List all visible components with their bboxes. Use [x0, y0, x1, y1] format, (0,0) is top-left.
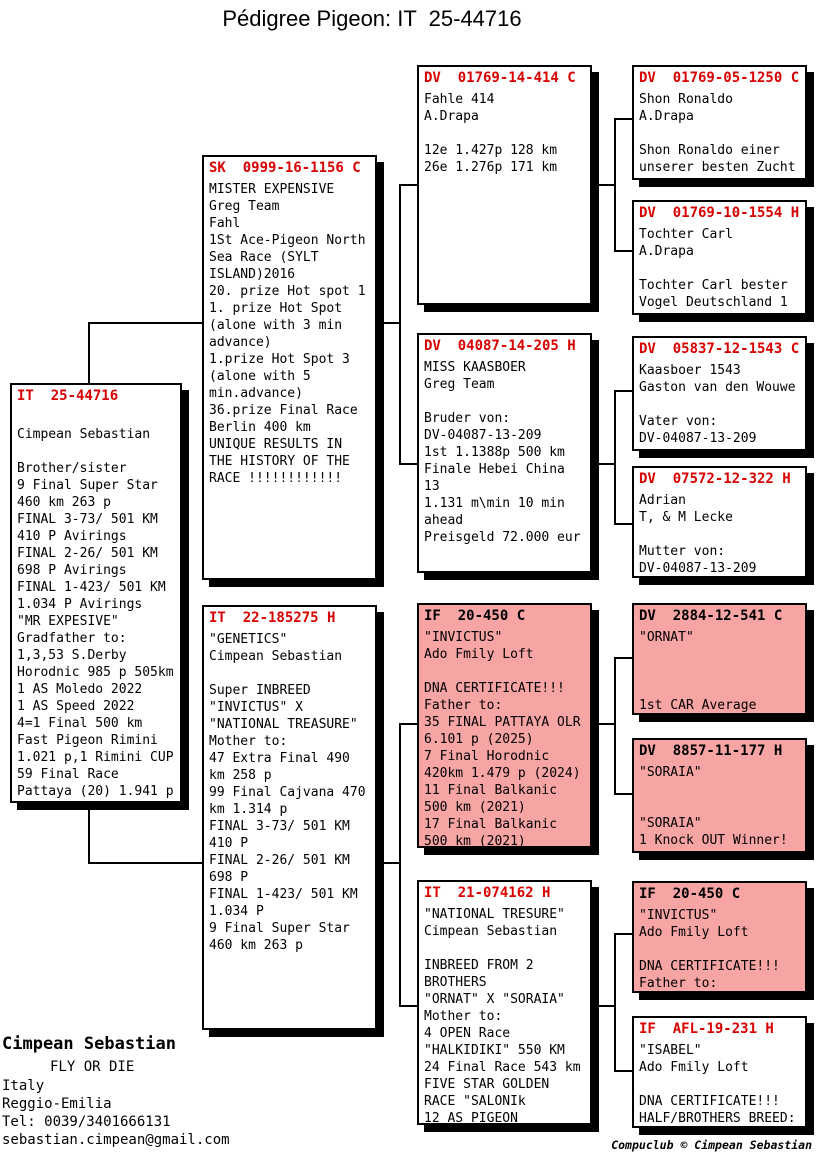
connector-line — [399, 463, 417, 465]
pedigree-box-dam-sire-sire: DV 2884-12-541 C "ORNAT" 1st CAR Average — [632, 603, 807, 715]
pigeon-details: Tochter Carl A.Drapa Tochter Carl bester… — [639, 227, 788, 310]
ring-number: IF AFL-19-231 H — [639, 1021, 774, 1037]
connector-line — [614, 390, 632, 392]
pedigree-box-sire-dam-sire: DV 05837-12-1543 C Kaasboer 1543 Gaston … — [632, 336, 807, 451]
connector-line — [592, 723, 615, 725]
connector-line — [614, 250, 632, 252]
pigeon-details: "ISABEL" Ado Fmily Loft DNA CERTIFICATE!… — [639, 1043, 796, 1126]
software-credit: Compuclub © Cimpean Sebastian — [611, 1138, 812, 1152]
connector-line — [614, 933, 632, 935]
owner-block: Cimpean Sebastian FLY OR DIE Italy Reggi… — [2, 1034, 230, 1149]
pedigree-box-subject: IT 25-44716 Cimpean Sebastian Brother/si… — [10, 383, 182, 803]
owner-email: sebastian.cimpean@gmail.com — [2, 1132, 230, 1148]
ring-number: IT 25-44716 — [17, 388, 119, 404]
ring-number: IF 20-450 C — [424, 608, 526, 624]
connector-line — [377, 322, 400, 324]
connector-line — [614, 118, 632, 120]
pigeon-details: Cimpean Sebastian Brother/sister 9 Final… — [17, 427, 174, 799]
connector-line — [592, 1005, 615, 1007]
connector-line — [88, 803, 90, 864]
pedigree-box-sire-sire-sire: DV 01769-05-1250 C Shon Ronaldo A.Drapa … — [632, 65, 807, 180]
pigeon-details: Adrian T, & M Lecke Mutter von: DV-04087… — [639, 493, 757, 576]
loft-name: FLY OR DIE — [50, 1059, 135, 1075]
ring-number: DV 8857-11-177 H — [639, 743, 783, 759]
pigeon-details: "INVICTUS" Ado Fmily Loft DNA CERTIFICAT… — [424, 630, 581, 848]
connector-line — [614, 657, 616, 795]
pedigree-box-dam: IT 22-185275 H "GENETICS" Cimpean Sebast… — [202, 605, 377, 1030]
pigeon-details: MISS KAASBOER Greg Team Bruder von: DV-0… — [424, 360, 581, 545]
ring-number: DV 01769-10-1554 H — [639, 205, 800, 221]
pedigree-box-sire-sire: DV 01769-14-414 C Fahle 414 A.Drapa 12e … — [417, 65, 592, 305]
connector-line — [88, 322, 90, 383]
connector-line — [614, 523, 632, 525]
connector-line — [399, 184, 417, 186]
pigeon-details: Fahle 414 A.Drapa 12e 1.427p 128 km 26e … — [424, 92, 558, 175]
connector-line — [399, 1005, 417, 1007]
connector-line — [399, 184, 401, 465]
ring-number: IT 22-185275 H — [209, 610, 336, 626]
ring-number: SK 0999-16-1156 C — [209, 160, 361, 176]
ring-number: DV 01769-14-414 C — [424, 70, 576, 86]
connector-line — [592, 463, 615, 465]
ring-number: DV 01769-05-1250 C — [639, 70, 800, 86]
ring-number: DV 2884-12-541 C — [639, 608, 783, 624]
pigeon-details: "NATIONAL TRESURE" Cimpean Sebastian INB… — [424, 907, 581, 1125]
pedigree-box-dam-sire-dam: DV 8857-11-177 H "SORAIA" "SORAIA" 1 Kno… — [632, 738, 807, 853]
pigeon-details: "GENETICS" Cimpean Sebastian Super INBRE… — [209, 632, 366, 953]
owner-country: Italy — [2, 1078, 45, 1094]
pedigree-box-sire: SK 0999-16-1156 C MISTER EXPENSIVE Greg … — [202, 155, 377, 580]
connector-line — [614, 793, 632, 795]
pedigree-box-sire-sire-dam: DV 01769-10-1554 H Tochter Carl A.Drapa … — [632, 200, 807, 315]
pedigree-box-dam-dam: IT 21-074162 H "NATIONAL TRESURE" Cimpea… — [417, 880, 592, 1125]
ring-number: DV 05837-12-1543 C — [639, 341, 800, 357]
connector-line — [88, 322, 202, 324]
page-title: Pédigree Pigeon: IT 25-44716 — [222, 6, 522, 31]
pigeon-details: "ORNAT" 1st CAR Average — [639, 630, 757, 713]
ring-number: IT 21-074162 H — [424, 885, 551, 901]
connector-line — [614, 1070, 632, 1072]
owner-name: Cimpean Sebastian — [2, 1034, 176, 1054]
ring-number: DV 07572-12-322 H — [639, 471, 791, 487]
connector-line — [399, 723, 401, 1007]
pigeon-details: MISTER EXPENSIVE Greg Team Fahl 1St Ace-… — [209, 182, 366, 486]
pigeon-details: Shon Ronaldo A.Drapa Shon Ronaldo einer … — [639, 92, 796, 175]
pigeon-details: Kaasboer 1543 Gaston van den Wouwe Vater… — [639, 363, 796, 446]
ring-number: DV 04087-14-205 H — [424, 338, 576, 354]
owner-city: Reggio-Emilia — [2, 1096, 112, 1112]
pigeon-details: "SORAIA" "SORAIA" 1 Knock OUT Winner! — [639, 765, 788, 848]
owner-phone: Tel: 0039/3401666131 — [2, 1114, 171, 1130]
connector-line — [399, 723, 417, 725]
connector-line — [614, 933, 616, 1072]
pigeon-details: "INVICTUS" Ado Fmily Loft DNA CERTIFICAT… — [639, 908, 780, 991]
pedigree-box-dam-dam-sire: IF 20-450 C "INVICTUS" Ado Fmily Loft DN… — [632, 881, 807, 993]
connector-line — [614, 118, 616, 252]
connector-line — [377, 862, 400, 864]
pedigree-box-sire-dam-dam: DV 07572-12-322 H Adrian T, & M Lecke Mu… — [632, 466, 807, 578]
pedigree-box-dam-sire: IF 20-450 C "INVICTUS" Ado Fmily Loft DN… — [417, 603, 592, 848]
connector-line — [88, 862, 202, 864]
pedigree-box-dam-dam-dam: IF AFL-19-231 H "ISABEL" Ado Fmily Loft … — [632, 1016, 807, 1128]
connector-line — [614, 390, 616, 525]
pedigree-box-sire-dam: DV 04087-14-205 H MISS KAASBOER Greg Tea… — [417, 333, 592, 573]
connector-line — [614, 657, 632, 659]
ring-number: IF 20-450 C — [639, 886, 741, 902]
connector-line — [592, 184, 615, 186]
